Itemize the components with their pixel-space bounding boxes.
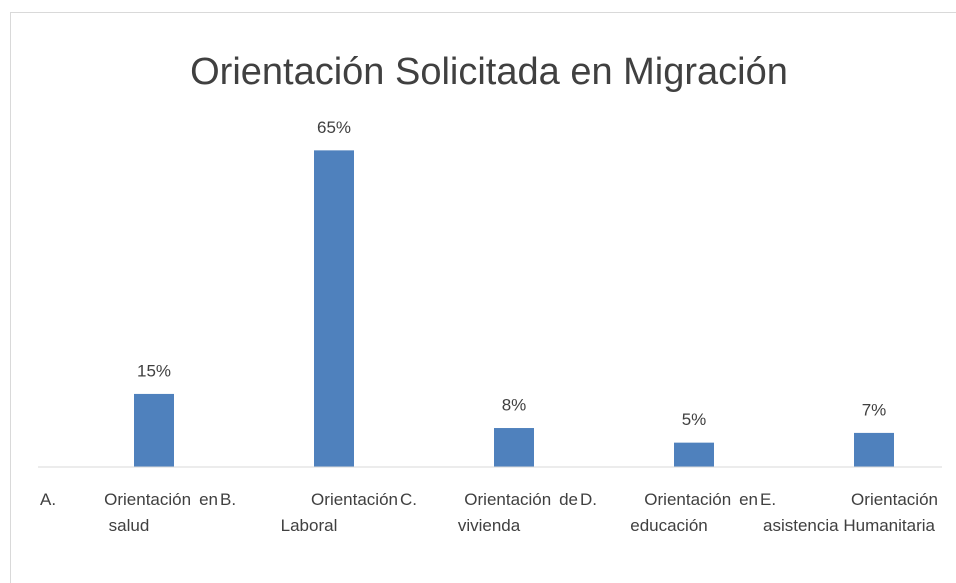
chart-title: Orientación Solicitada en Migración: [190, 51, 788, 93]
x-tick-label: B. Orientación Laboral: [220, 490, 403, 535]
data-label: 5%: [682, 410, 707, 429]
bar: [134, 393, 174, 467]
x-tick-label: E. Orientación asistencia Humanitaria: [760, 490, 943, 535]
x-tick-label: C. Orientación de vivienda: [400, 490, 583, 535]
data-label: 7%: [862, 400, 887, 419]
bar: [674, 442, 714, 467]
x-tick-label: A. Orientación en salud: [40, 490, 223, 535]
bar: [494, 428, 534, 467]
data-label: 8%: [502, 396, 527, 415]
x-tick-label: D. Orientación en educación: [580, 490, 763, 535]
bar: [314, 150, 354, 467]
bar: [854, 432, 894, 467]
chart-border: [10, 12, 956, 583]
data-label: 15%: [137, 361, 171, 380]
data-label: 65%: [317, 118, 351, 137]
